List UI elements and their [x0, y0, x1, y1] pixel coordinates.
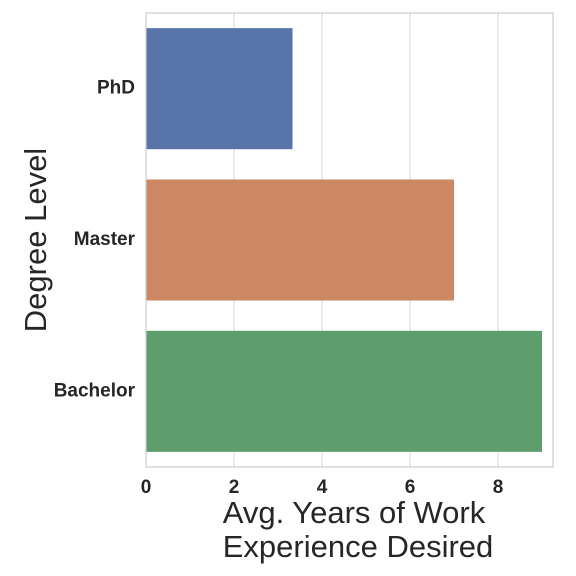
- x-tick-label: 8: [493, 477, 504, 498]
- y-axis-title: Degree Level: [18, 148, 53, 332]
- y-tick-labels: PhD Master Bachelor: [54, 78, 136, 402]
- x-tick-label: 6: [405, 477, 416, 498]
- bar-phd: [146, 28, 293, 150]
- plot-frame: [145, 12, 554, 468]
- bar-bachelor: [146, 330, 542, 452]
- x-tick-label: 4: [317, 477, 328, 498]
- x-tick-label: 0: [141, 477, 152, 498]
- y-tick-label: Master: [74, 229, 136, 250]
- x-tick-labels: 0 2 4 6 8: [141, 477, 504, 498]
- x-tick-label: 2: [229, 477, 240, 498]
- y-tick-label: Bachelor: [54, 380, 136, 401]
- y-tick-label: PhD: [97, 78, 135, 99]
- x-axis-title-line-1: Avg. Years of Work: [223, 495, 486, 530]
- bar-master: [146, 179, 454, 301]
- x-axis-title-line-2: Experience Desired: [223, 529, 494, 564]
- bars: [146, 28, 542, 452]
